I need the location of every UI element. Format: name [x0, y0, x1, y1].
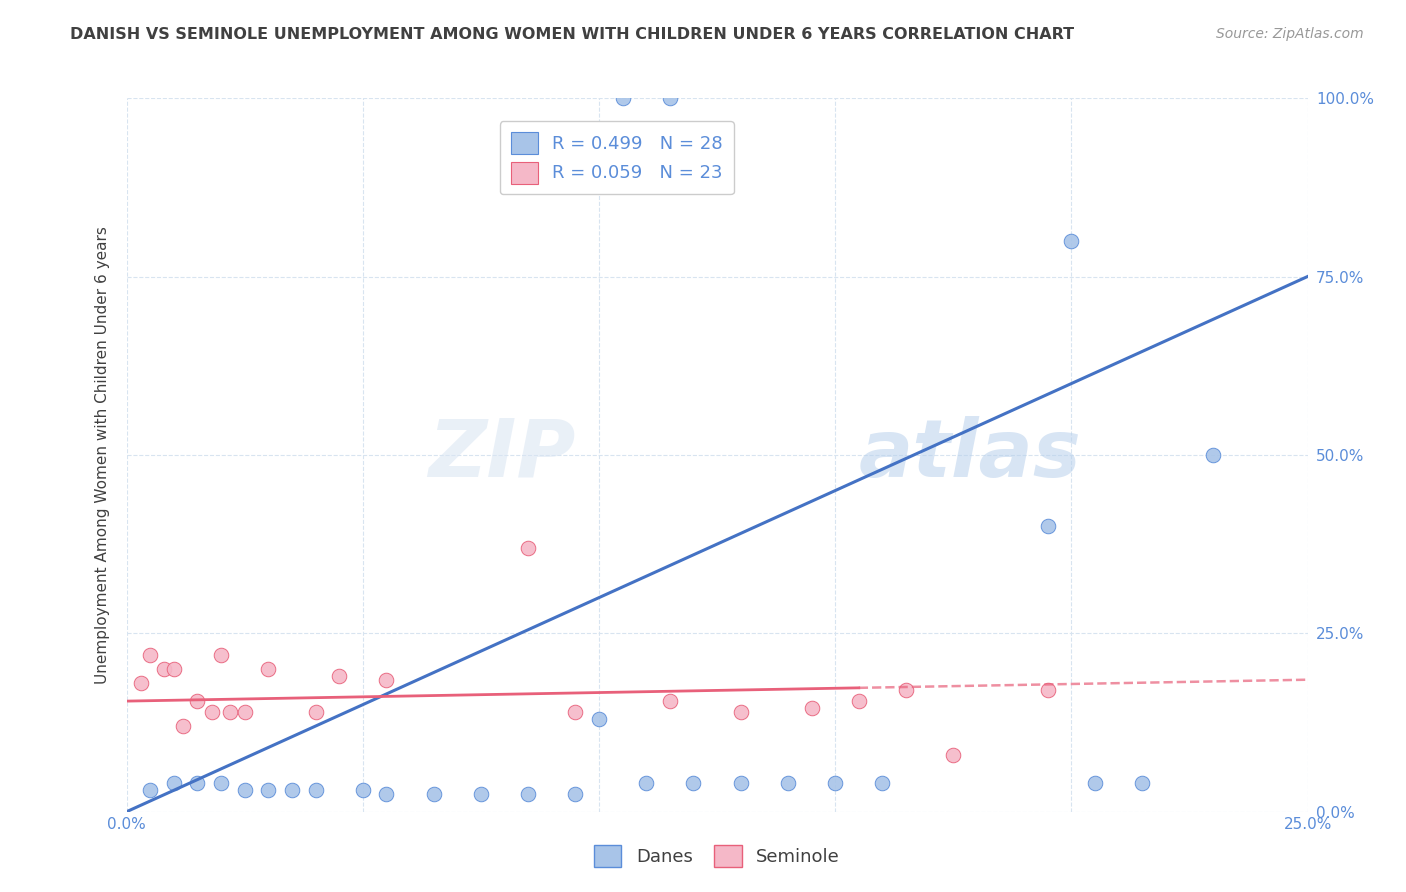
Point — [658, 694, 681, 708]
Point — [304, 705, 326, 719]
Point — [153, 662, 176, 676]
Point — [352, 783, 374, 797]
Point — [682, 776, 704, 790]
Point — [517, 787, 540, 801]
Point — [1130, 776, 1153, 790]
Point — [588, 712, 610, 726]
Point — [257, 783, 280, 797]
Point — [800, 701, 823, 715]
Point — [1202, 448, 1225, 462]
Legend: Danes, Seminole: Danes, Seminole — [588, 838, 846, 874]
Point — [942, 747, 965, 762]
Point — [564, 787, 586, 801]
Point — [824, 776, 846, 790]
Point — [209, 648, 232, 662]
Text: DANISH VS SEMINOLE UNEMPLOYMENT AMONG WOMEN WITH CHILDREN UNDER 6 YEARS CORRELAT: DANISH VS SEMINOLE UNEMPLOYMENT AMONG WO… — [70, 27, 1074, 42]
Point — [328, 669, 350, 683]
Point — [281, 783, 304, 797]
Point — [470, 787, 492, 801]
Point — [163, 662, 186, 676]
Point — [233, 705, 256, 719]
Point — [139, 648, 162, 662]
Point — [848, 694, 870, 708]
Point — [200, 705, 222, 719]
Point — [1036, 683, 1059, 698]
Point — [163, 776, 186, 790]
Point — [375, 673, 398, 687]
Point — [186, 776, 208, 790]
Point — [517, 541, 540, 555]
Point — [233, 783, 256, 797]
Point — [636, 776, 658, 790]
Point — [776, 776, 799, 790]
Point — [422, 787, 444, 801]
Point — [872, 776, 894, 790]
Text: atlas: atlas — [859, 416, 1081, 494]
Y-axis label: Unemployment Among Women with Children Under 6 years: Unemployment Among Women with Children U… — [94, 226, 110, 684]
Point — [139, 783, 162, 797]
Point — [564, 705, 586, 719]
Point — [730, 705, 752, 719]
Point — [172, 719, 194, 733]
Point — [186, 694, 208, 708]
Point — [1036, 519, 1059, 533]
Point — [257, 662, 280, 676]
Point — [658, 91, 681, 105]
Point — [1084, 776, 1107, 790]
Point — [894, 683, 917, 698]
Point — [209, 776, 232, 790]
Point — [219, 705, 242, 719]
Point — [1060, 234, 1083, 248]
Point — [375, 787, 398, 801]
Point — [612, 91, 634, 105]
Text: Source: ZipAtlas.com: Source: ZipAtlas.com — [1216, 27, 1364, 41]
Point — [304, 783, 326, 797]
Point — [129, 676, 152, 690]
Point — [730, 776, 752, 790]
Text: ZIP: ZIP — [427, 416, 575, 494]
